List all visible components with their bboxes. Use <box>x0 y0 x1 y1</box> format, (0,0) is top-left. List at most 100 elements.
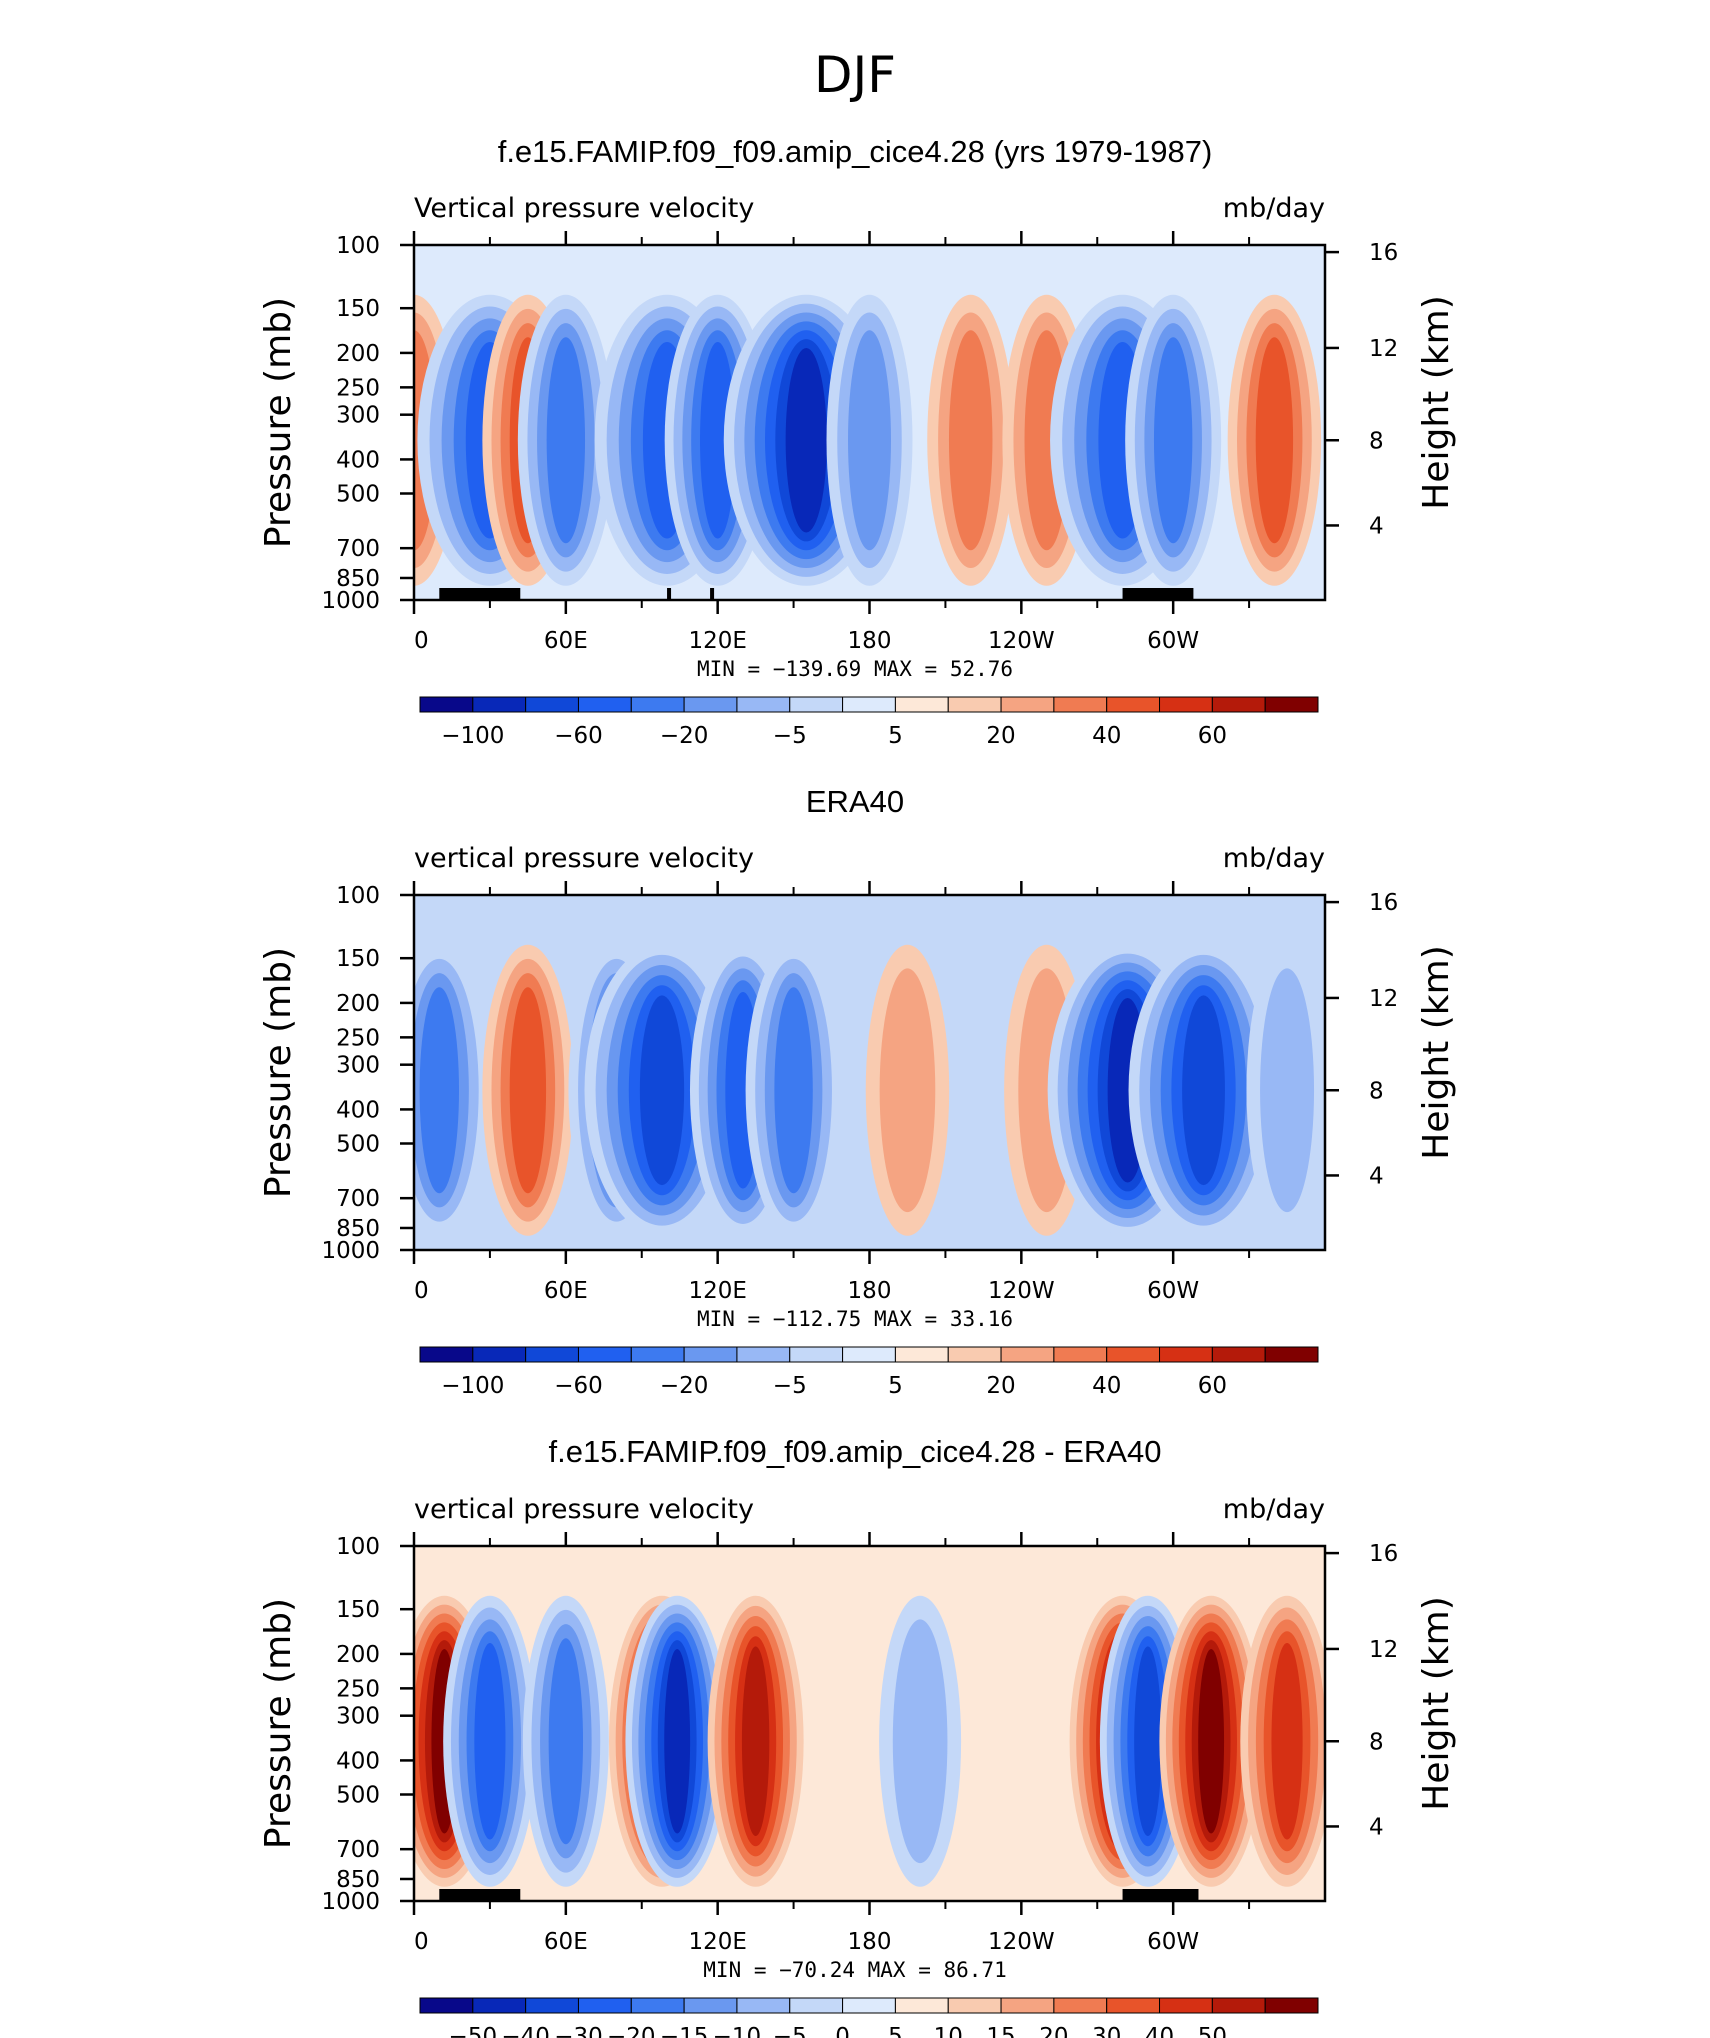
contour-field <box>414 1546 1325 1901</box>
y-tick-label: 100 <box>336 233 380 259</box>
panel-title: f.e15.FAMIP.f09_f09.amip_cice4.28 (yrs 1… <box>498 134 1213 169</box>
contour-blob <box>700 342 736 539</box>
y-tick-label: 300 <box>336 1053 380 1079</box>
colorbar-box <box>630 1997 685 2014</box>
chart-panel-3: f.e15.FAMIP.f09_f09.amip_cice4.28 - ERA4… <box>258 1434 1457 2038</box>
colorbar-label: −30 <box>554 2024 603 2038</box>
colorbar-box <box>577 1997 632 2014</box>
y-tick-label: 300 <box>336 1704 380 1730</box>
x-tick-label: 0 <box>414 1929 429 1955</box>
colorbar-label: 15 <box>986 2024 1015 2038</box>
colorbar-label: 5 <box>888 723 903 749</box>
contour-blob <box>1182 995 1225 1186</box>
colorbar-box <box>894 696 949 713</box>
y-tick-label: 200 <box>336 341 380 367</box>
y-right-tick-label: 4 <box>1369 513 1384 539</box>
colorbar-label: 50 <box>1198 2024 1227 2038</box>
y-tick-label: 850 <box>336 1216 380 1242</box>
x-tick-label: 60W <box>1147 1278 1199 1304</box>
y-tick-label: 100 <box>336 1534 380 1560</box>
colorbar-box <box>1211 1346 1266 1363</box>
variable-label: Vertical pressure velocity <box>414 193 754 224</box>
y-tick-label: 300 <box>336 403 380 429</box>
y-right-tick-label: 8 <box>1369 1078 1384 1104</box>
colorbar-box <box>1106 696 1161 713</box>
colorbar-box <box>419 696 474 713</box>
colorbar-box <box>630 1346 685 1363</box>
colorbar-box <box>1000 696 1055 713</box>
contour-blob <box>848 330 891 551</box>
x-tick-label: 0 <box>414 628 429 654</box>
y-tick-label: 500 <box>336 1783 380 1809</box>
y-tick-label: 400 <box>336 447 380 473</box>
units-label: mb/day <box>1223 1494 1325 1525</box>
y-tick-label: 500 <box>336 1132 380 1158</box>
contour-blob <box>546 337 586 544</box>
colorbar-box <box>1264 1346 1319 1363</box>
x-tick-label: 60E <box>544 628 588 654</box>
colorbar-label: −100 <box>441 723 504 749</box>
min-max-label: MIN = −139.69 MAX = 52.76 <box>697 657 1013 681</box>
contour-blob <box>774 987 813 1194</box>
colorbar-box <box>736 1997 791 2014</box>
topography-bar <box>710 588 715 600</box>
y-right-tick-label: 8 <box>1369 1729 1384 1755</box>
y-axis-label: Pressure (mb) <box>258 1598 299 1849</box>
x-tick-label: 120E <box>688 628 746 654</box>
colorbar-box <box>1053 1346 1108 1363</box>
colorbar-label: −15 <box>660 2024 709 2038</box>
colorbar-label: −10 <box>713 2024 762 2038</box>
y-right-tick-label: 4 <box>1369 1163 1384 1189</box>
colorbar-box <box>789 1346 844 1363</box>
y-tick-label: 400 <box>336 1748 380 1774</box>
colorbar-box <box>525 1997 579 2014</box>
contour-field <box>414 245 1325 600</box>
x-tick-label: 60W <box>1147 1929 1199 1955</box>
colorbar-box <box>1106 1997 1161 2014</box>
variable-label: vertical pressure velocity <box>414 843 754 874</box>
colorbar-box <box>1000 1997 1055 2014</box>
contour-blob <box>1134 1646 1162 1837</box>
x-tick-label: 0 <box>414 1278 429 1304</box>
colorbar-box <box>736 1346 791 1363</box>
y-tick-label: 1000 <box>321 1889 380 1915</box>
colorbar-box <box>630 696 685 713</box>
colorbar-label: −5 <box>773 1373 807 1399</box>
contour-blob <box>419 987 460 1194</box>
colorbar-label: −20 <box>660 723 709 749</box>
y-tick-label: 100 <box>336 883 380 909</box>
y-tick-label: 700 <box>336 536 380 562</box>
colorbar-label: −20 <box>607 2024 656 2038</box>
x-tick-label: 180 <box>848 1929 892 1955</box>
colorbar-box <box>789 1997 844 2014</box>
colorbar-label: −20 <box>660 1373 709 1399</box>
contour-blob <box>948 330 993 551</box>
contour-blob <box>1260 968 1315 1213</box>
x-tick-label: 120W <box>988 628 1055 654</box>
contour-blob <box>1198 1648 1225 1834</box>
topography-bar <box>667 588 672 600</box>
y-right-tick-label: 12 <box>1369 1637 1398 1663</box>
y-tick-label: 850 <box>336 566 380 592</box>
colorbar-label: −40 <box>501 2024 550 2038</box>
colorbar-box <box>1053 696 1108 713</box>
colorbar-box <box>472 1997 527 2014</box>
x-tick-label: 120W <box>988 1278 1055 1304</box>
y-tick-label: 850 <box>336 1867 380 1893</box>
contour-blob <box>892 1619 948 1864</box>
colorbar-label: 5 <box>888 2024 903 2038</box>
panels: f.e15.FAMIP.f09_f09.amip_cice4.28 (yrs 1… <box>258 134 1457 2038</box>
contour-blob <box>474 1643 506 1840</box>
contour-blob <box>1271 1643 1303 1840</box>
topography-bar <box>1122 1889 1199 1901</box>
colorbar-label: −50 <box>449 2024 498 2038</box>
colorbar-label: 60 <box>1198 1373 1227 1399</box>
x-tick-label: 60E <box>544 1929 588 1955</box>
figure-title: DJF <box>814 46 896 104</box>
colorbar-box <box>1000 1346 1055 1363</box>
colorbar-label: 20 <box>986 723 1015 749</box>
y-tick-label: 1000 <box>321 588 380 614</box>
colorbar-label: 0 <box>835 2024 850 2038</box>
colorbar-label: 40 <box>1145 2024 1174 2038</box>
y-tick-label: 150 <box>336 1597 380 1623</box>
